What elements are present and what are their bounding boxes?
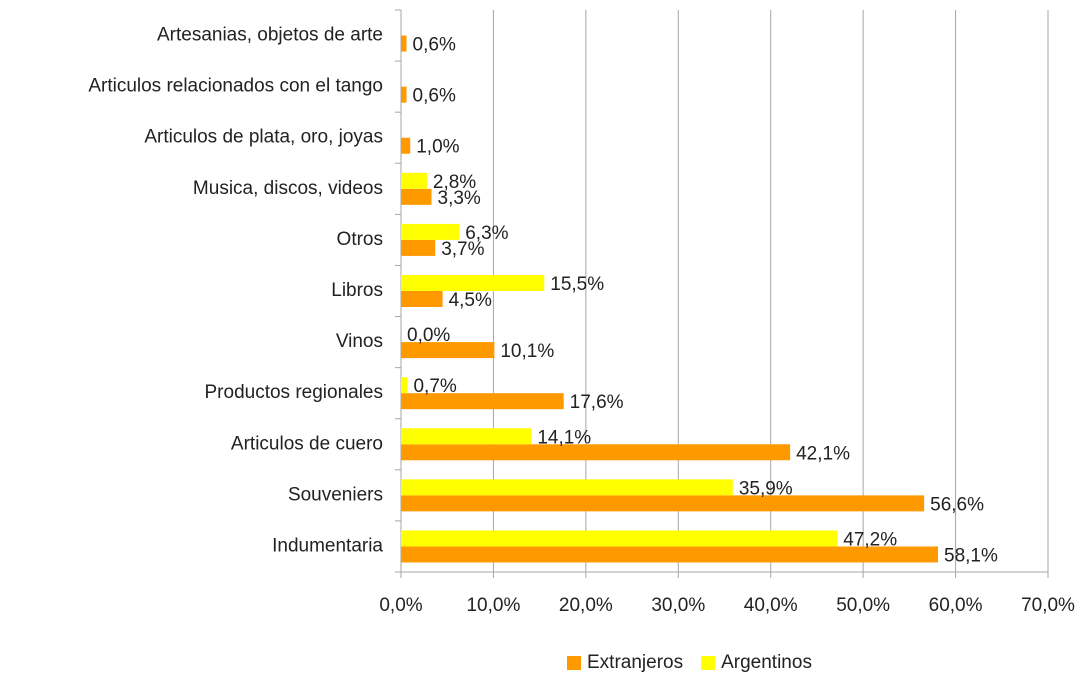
data-label: 3,3% <box>438 188 481 209</box>
data-label: 47,2% <box>843 529 897 550</box>
bar <box>401 35 407 52</box>
x-tick-label: 60,0% <box>929 595 983 616</box>
y-tick-label: Artesanias, objetos de arte <box>157 25 383 46</box>
bar <box>401 86 407 103</box>
x-tick-label: 70,0% <box>1021 595 1075 616</box>
data-label: 17,6% <box>570 392 624 413</box>
data-label: 58,1% <box>944 545 998 566</box>
bar <box>401 291 443 307</box>
bar <box>401 428 532 445</box>
y-tick-label: Articulos relacionados con el tango <box>88 76 383 97</box>
bar <box>401 393 564 410</box>
bar <box>401 275 545 291</box>
bar <box>401 530 838 547</box>
legend-swatch <box>701 656 716 670</box>
y-tick-label: Musica, discos, videos <box>193 178 383 199</box>
bar <box>401 546 939 563</box>
x-tick-label: 50,0% <box>836 595 890 616</box>
bar <box>401 479 733 496</box>
y-tick-label: Vinos <box>336 331 383 352</box>
y-tick-label: Articulos de plata, oro, joyas <box>144 127 383 148</box>
y-tick-label: Otros <box>337 229 383 250</box>
data-label: 15,5% <box>550 274 604 295</box>
bar <box>401 137 411 154</box>
y-tick-label: Articulos de cuero <box>231 433 383 454</box>
y-tick-label: Indumentaria <box>272 535 383 556</box>
data-label: 0,7% <box>413 376 456 397</box>
bar <box>401 444 791 461</box>
x-tick-label: 10,0% <box>466 595 520 616</box>
bar <box>401 495 925 512</box>
x-tick-label: 40,0% <box>744 595 798 616</box>
x-tick-label: 0,0% <box>379 595 422 616</box>
data-label: 0,6% <box>413 86 456 107</box>
data-label: 3,7% <box>441 239 484 260</box>
bar <box>401 239 436 256</box>
data-label: 10,1% <box>500 341 554 362</box>
data-label: 4,5% <box>449 290 492 311</box>
y-tick-label: Souveniers <box>288 484 383 505</box>
bar <box>401 377 408 394</box>
data-label: 42,1% <box>796 443 850 464</box>
legend-swatch <box>567 656 581 670</box>
bar <box>401 172 427 189</box>
y-tick-label: Libros <box>331 280 383 301</box>
bar <box>401 342 495 359</box>
bar <box>401 223 460 240</box>
x-tick-label: 20,0% <box>559 595 613 616</box>
data-label: 35,9% <box>739 478 793 499</box>
data-label: 6,3% <box>465 223 508 244</box>
data-label: 56,6% <box>930 494 984 515</box>
data-label: 0,6% <box>413 35 456 56</box>
legend-label: Extranjeros <box>587 652 683 673</box>
bar <box>401 188 432 205</box>
data-label: 1,0% <box>416 137 459 158</box>
data-label: 14,1% <box>537 427 591 448</box>
data-label: 0,0% <box>407 325 450 346</box>
data-label: 2,8% <box>433 172 476 193</box>
legend-label: Argentinos <box>721 652 812 673</box>
x-tick-label: 30,0% <box>651 595 705 616</box>
y-tick-label: Productos regionales <box>205 382 384 403</box>
